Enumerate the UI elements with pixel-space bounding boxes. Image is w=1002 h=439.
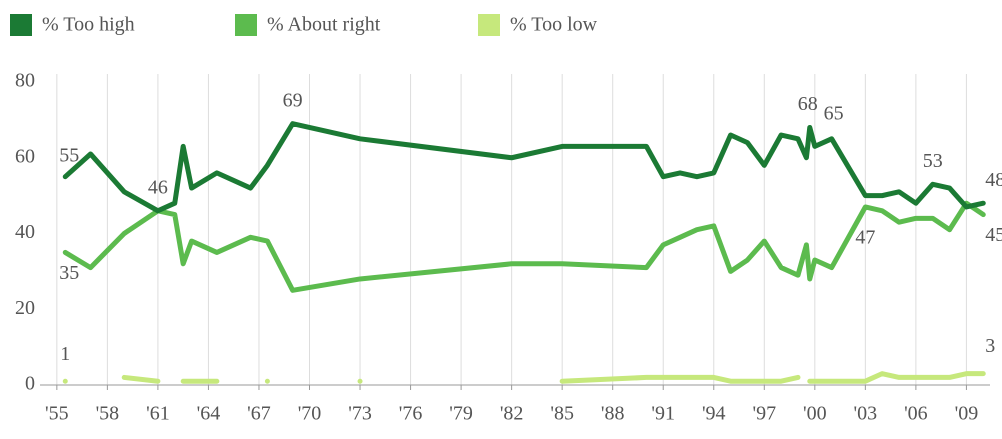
y-tick-label: 40 (15, 221, 35, 243)
legend-swatch (10, 14, 32, 36)
data-label: 47 (855, 227, 875, 249)
data-label: 45 (985, 224, 1002, 246)
y-tick-label: 80 (15, 70, 35, 92)
data-label: 3 (985, 335, 995, 357)
x-tick-label: '03 (854, 403, 878, 425)
legend-label: % Too low (510, 14, 598, 36)
x-tick-label: '61 (146, 403, 170, 425)
x-tick-label: '00 (803, 403, 827, 425)
x-tick-label: '58 (96, 403, 120, 425)
data-label: 65 (824, 102, 844, 124)
y-tick-label: 60 (15, 145, 35, 167)
data-label: 53 (923, 150, 943, 172)
x-tick-label: '97 (752, 403, 776, 425)
data-label: 69 (283, 89, 303, 111)
x-tick-label: '06 (904, 403, 928, 425)
x-tick-label: '73 (348, 403, 372, 425)
x-tick-label: '91 (651, 403, 675, 425)
x-tick-label: '55 (45, 403, 69, 425)
legend-swatch (235, 14, 257, 36)
x-tick-label: '82 (500, 403, 524, 425)
x-tick-label: '88 (601, 403, 625, 425)
y-tick-label: 20 (15, 297, 35, 319)
legend-label: % Too high (42, 14, 135, 36)
series-line (62, 121, 986, 214)
data-label: 55 (59, 144, 79, 166)
x-tick-label: '64 (197, 403, 221, 425)
legend-label: % About right (267, 14, 381, 36)
data-label: 1 (60, 343, 70, 365)
series-line (62, 200, 986, 293)
x-tick-label: '67 (247, 403, 271, 425)
y-tick-label: 0 (25, 373, 35, 395)
series-line (62, 371, 986, 384)
x-tick-label: '79 (449, 403, 473, 425)
data-label: 46 (148, 176, 168, 198)
data-label: 68 (798, 93, 818, 115)
data-label: 35 (59, 262, 79, 284)
x-tick-label: '94 (702, 403, 726, 425)
x-tick-label: '09 (955, 403, 979, 425)
x-tick-label: '70 (298, 403, 322, 425)
x-tick-label: '85 (550, 403, 574, 425)
legend-swatch (478, 14, 500, 36)
x-tick-label: '76 (399, 403, 423, 425)
data-label: 48 (985, 169, 1002, 191)
